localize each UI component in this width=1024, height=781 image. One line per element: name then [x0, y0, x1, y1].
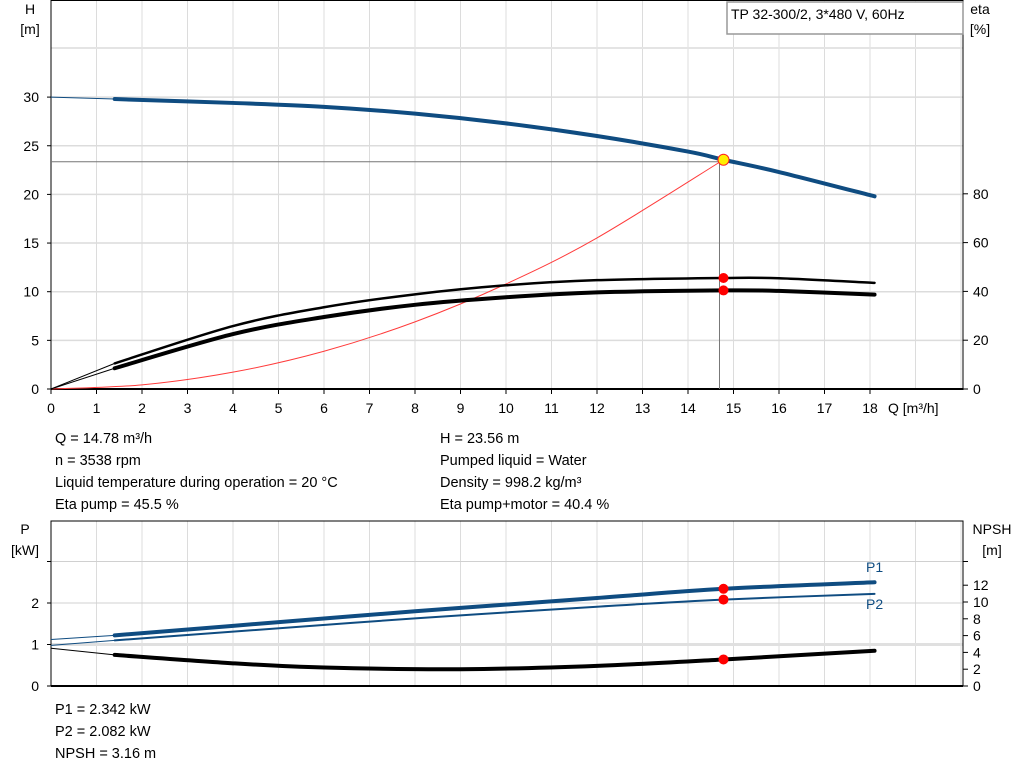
- x-tick-label: 7: [366, 400, 374, 416]
- info-q: Q = 14.78 m³/h: [55, 431, 153, 447]
- y-left-tick-label: 1: [31, 637, 39, 653]
- x-tick-label: 12: [589, 400, 605, 416]
- info-n: n = 3538 rpm: [55, 453, 141, 469]
- p1-curve-extrapolation: [50, 634, 115, 641]
- x-tick-label: 14: [680, 400, 696, 416]
- p2-curve-line: [113, 592, 876, 642]
- operating-point-npsh: [718, 654, 729, 665]
- operating-point-h: [717, 153, 730, 166]
- y-right-tick-label: 20: [973, 332, 989, 348]
- system-curve-line: [50, 159, 724, 390]
- x-axis-label: Q [m³/h]: [888, 400, 939, 416]
- operating-point-p2: [718, 594, 729, 605]
- info-eta-pump: Eta pump = 45.5 %: [55, 497, 179, 513]
- y-left-tick-label: 2: [31, 595, 39, 611]
- y-right-tick-label: 40: [973, 283, 989, 299]
- y-right-tick-label: 0: [973, 381, 981, 397]
- y-left-label-name: P: [20, 521, 29, 537]
- y-right-label-name: eta: [970, 1, 990, 17]
- y-right-tick-label: 12: [973, 577, 989, 593]
- y-right-tick-label: 80: [973, 186, 989, 202]
- h-curve-line: [112, 97, 877, 199]
- y-right-label-unit: [%]: [970, 21, 990, 37]
- y-left-tick-label: 10: [23, 284, 39, 300]
- p2-curve-extrapolation: [50, 639, 115, 646]
- x-tick-label: 13: [635, 400, 651, 416]
- npsh-curve-extrapolation: [50, 647, 115, 656]
- eta-pump-curve-extrapolation: [50, 362, 115, 390]
- legend-title: TP 32-300/2, 3*480 V, 60Hz: [731, 6, 905, 22]
- info-eta-pump-motor: Eta pump+motor = 40.4 %: [440, 497, 610, 513]
- x-tick-label: 18: [862, 400, 878, 416]
- x-tick-label: 2: [138, 400, 146, 416]
- x-tick-label: 15: [726, 400, 742, 416]
- y-left-tick-label: 20: [23, 186, 39, 202]
- info-temperature: Liquid temperature during operation = 20…: [55, 475, 338, 491]
- x-tick-label: 0: [47, 400, 55, 416]
- eta-pump-motor-curve-line: [112, 288, 877, 371]
- eta-pump-motor-curve-extrapolation: [50, 367, 115, 390]
- x-tick-label: 9: [457, 400, 465, 416]
- info-p2: P2 = 2.082 kW: [55, 724, 151, 740]
- y-left-tick-label: 5: [31, 332, 39, 348]
- info-npsh: NPSH = 3.16 m: [55, 746, 157, 762]
- y-left-tick-label: 0: [31, 678, 39, 694]
- y-left-label-name: H: [25, 1, 35, 17]
- y-right-tick-label: 8: [973, 611, 981, 627]
- y-left-label-unit: [m]: [20, 21, 39, 37]
- x-tick-label: 5: [275, 400, 283, 416]
- eta-pump-curve-line: [113, 276, 876, 365]
- y-right-tick-label: 10: [973, 594, 989, 610]
- legend-box: [726, 1, 964, 35]
- x-tick-label: 3: [184, 400, 192, 416]
- x-tick-label: 17: [817, 400, 833, 416]
- x-tick-label: 6: [320, 400, 328, 416]
- p2-series-label: P2: [866, 596, 883, 612]
- x-tick-label: 4: [229, 400, 237, 416]
- y-left-tick-label: 15: [23, 235, 39, 251]
- x-tick-label: 16: [771, 400, 787, 416]
- y-right-label-name: NPSH: [973, 521, 1012, 537]
- operating-point-p1: [718, 583, 729, 594]
- h-curve-extrapolation: [50, 96, 115, 100]
- p1-curve-line: [112, 580, 877, 638]
- y-right-tick-label: 4: [973, 644, 981, 660]
- x-tick-label: 8: [411, 400, 419, 416]
- info-liquid: Pumped liquid = Water: [440, 453, 587, 469]
- y-left-tick-label: 0: [31, 381, 39, 397]
- y-right-tick-label: 0: [973, 678, 981, 694]
- y-right-tick-label: 60: [973, 235, 989, 251]
- p1-series-label: P1: [866, 559, 883, 575]
- x-tick-label: 1: [93, 400, 101, 416]
- x-tick-label: 11: [544, 400, 559, 416]
- info-density: Density = 998.2 kg/m³: [440, 475, 582, 491]
- info-h: H = 23.56 m: [440, 431, 520, 447]
- y-left-label-unit: [kW]: [11, 542, 39, 558]
- operating-point-eta-pump: [718, 272, 729, 283]
- npsh-curve-line: [112, 648, 877, 672]
- x-tick-label: 10: [498, 400, 514, 416]
- info-p1: P1 = 2.342 kW: [55, 702, 151, 718]
- y-right-label-unit: [m]: [982, 542, 1001, 558]
- y-left-tick-label: 30: [23, 89, 39, 105]
- operating-point-eta-pump-motor: [718, 285, 729, 296]
- y-left-tick-label: 25: [23, 138, 39, 154]
- y-right-tick-label: 6: [973, 628, 981, 644]
- y-right-tick-label: 2: [973, 661, 981, 677]
